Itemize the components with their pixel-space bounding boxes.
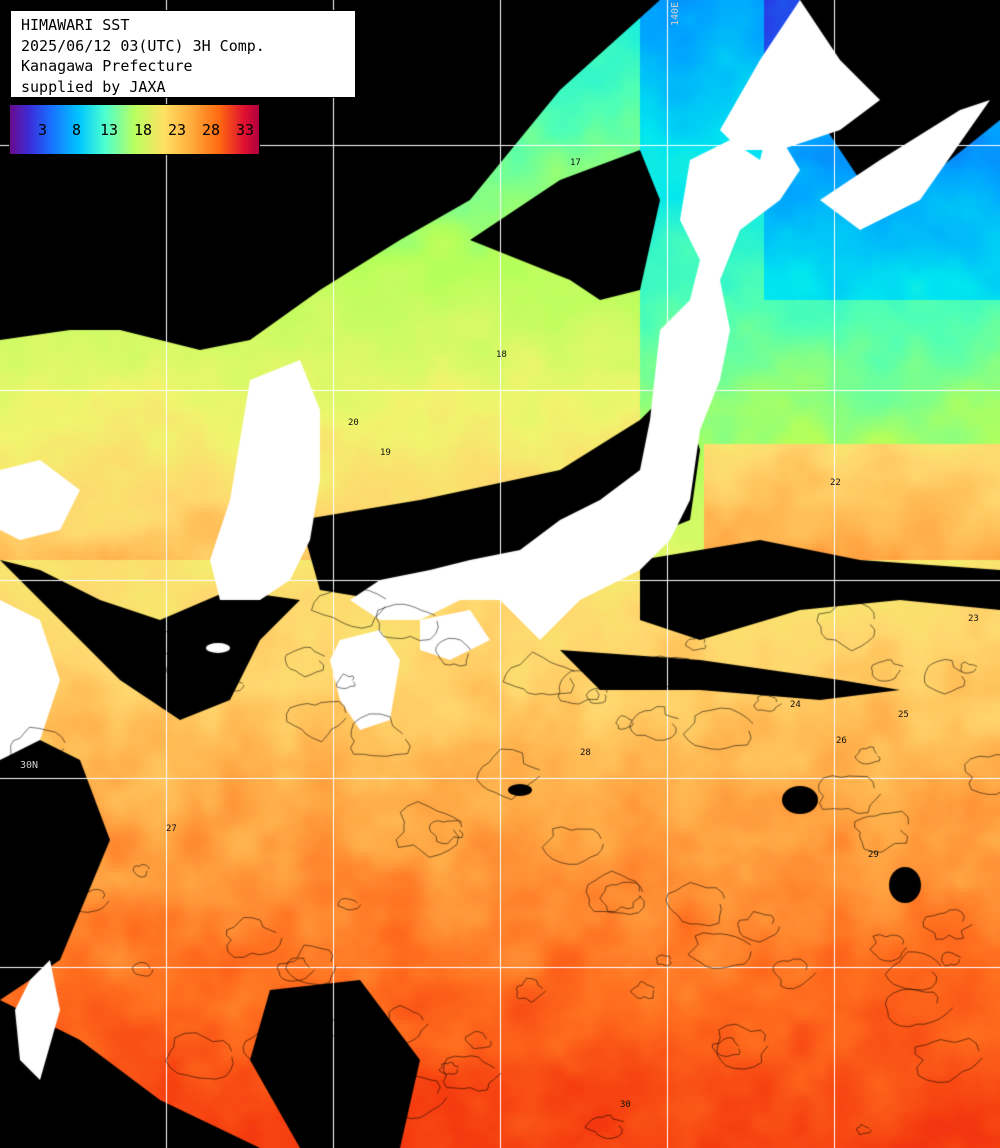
legend-label: 3 <box>38 121 48 139</box>
contour-label: 25 <box>898 710 909 720</box>
temperature-color-legend: 3 8 13 18 23 28 33 <box>9 104 260 155</box>
title-line-credit: supplied by JAXA <box>21 77 166 96</box>
legend-label: 13 <box>100 121 119 139</box>
contour-label: 20 <box>348 418 359 428</box>
contour-label: 29 <box>868 850 879 860</box>
contour-label: 26 <box>836 736 847 746</box>
longitude-label: 140E <box>670 1 681 26</box>
contour-label: 24 <box>790 700 801 710</box>
contour-label: 28 <box>580 748 591 758</box>
latitude-label: 30N <box>20 760 39 771</box>
title-line-region: Kanagawa Prefecture <box>21 57 193 75</box>
title-line-product: HIMAWARI SST <box>21 16 130 34</box>
contour-label: 27 <box>166 824 177 834</box>
legend-label: 33 <box>236 121 255 139</box>
contour-label: 22 <box>830 478 841 488</box>
contour-label: 23 <box>968 614 979 624</box>
legend-label: 8 <box>72 121 82 139</box>
contour-label: 19 <box>380 448 391 458</box>
legend-label: 28 <box>202 121 221 139</box>
contour-label: 18 <box>496 350 507 360</box>
legend-label: 18 <box>134 121 153 139</box>
contour-label: 30 <box>620 1100 631 1110</box>
contour-label: 17 <box>570 158 581 168</box>
legend-label: 23 <box>168 121 187 139</box>
map-title-box: HIMAWARI SST 2025/06/12 03(UTC) 3H Comp.… <box>10 10 356 98</box>
title-line-datetime: 2025/06/12 03(UTC) 3H Comp. <box>21 36 265 55</box>
